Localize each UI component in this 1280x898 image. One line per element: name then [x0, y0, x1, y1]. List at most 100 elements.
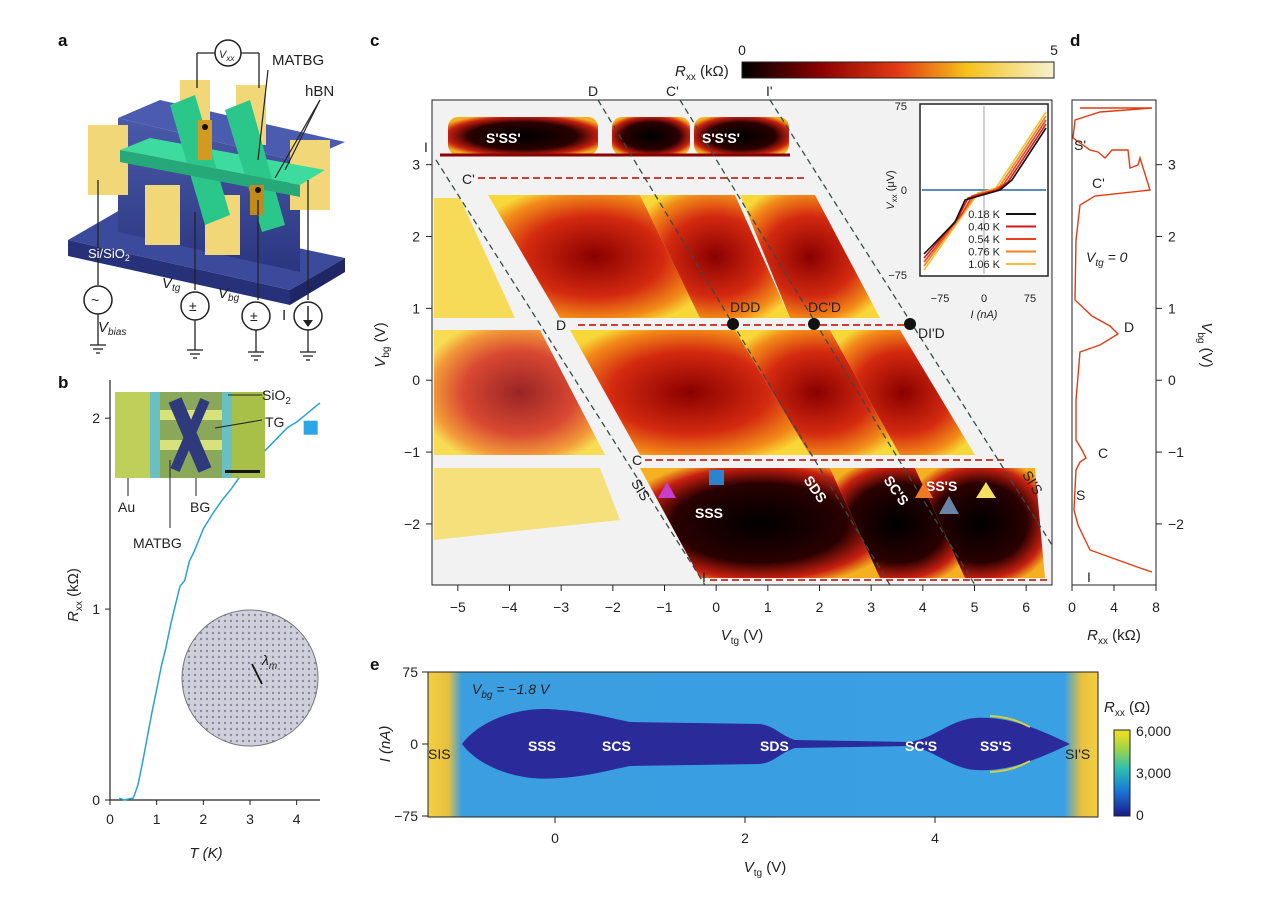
- inset-legend-label: 1.06 K: [968, 259, 1000, 271]
- vbg-source-icon: ±: [250, 308, 258, 324]
- au-label: Au: [118, 499, 135, 515]
- d-ytick-label: 0: [1168, 372, 1176, 388]
- line-label-d-left: D: [556, 317, 566, 333]
- panel-b-plot: 0 1 2 3 4 0 1 2 SiO2 TG Au BG MATBG: [65, 380, 321, 862]
- c-xtick-label: 6: [1022, 599, 1030, 615]
- vtg-label: Vtg: [162, 275, 181, 294]
- line-label-c-prime-left: C': [462, 171, 475, 187]
- d-label-c: C: [1098, 445, 1108, 461]
- c-xtick-label: −4: [502, 599, 518, 615]
- c-xtick-label: 2: [816, 599, 824, 615]
- c-xtick-label: 5: [971, 599, 979, 615]
- d-ytick-label: −1: [1168, 444, 1184, 460]
- inset-ytick-0: 0: [901, 185, 907, 197]
- gray-triangle-marker: [939, 496, 959, 514]
- dot-label-ddd: DDD: [730, 299, 760, 315]
- region-ss-prime-s: SS'S: [926, 478, 957, 494]
- d-xtick-label: 4: [1110, 599, 1118, 615]
- c-ytick-label: 0: [412, 372, 420, 388]
- b-xtick-label: 1: [153, 811, 161, 827]
- panel-e-label: e: [370, 655, 379, 674]
- e-superconducting-region: [462, 709, 1070, 779]
- ddd-dot: [727, 318, 739, 330]
- c-ytick-label: −2: [404, 516, 420, 532]
- ac-source-icon: ~: [91, 292, 99, 308]
- yellow-triangle-marker: [976, 482, 996, 498]
- line-label-i-prime: I': [766, 83, 773, 99]
- c-xtick-label: 0: [712, 599, 720, 615]
- d-resistance-line: [1072, 107, 1153, 573]
- c-xtick-label: 1: [764, 599, 772, 615]
- inset-xtick-0: 0: [981, 293, 987, 305]
- resistance-vs-temperature-line: [119, 402, 321, 801]
- c-markers: [658, 318, 996, 514]
- c-xtick-label: 4: [919, 599, 927, 615]
- c-xtick-label: −5: [450, 599, 466, 615]
- panel-d-plot: S' C' D C S I Vtg = 0: [1071, 99, 1157, 586]
- c-ylabel: Vbg (V): [372, 322, 392, 367]
- c-colorbar-max: 5: [1050, 42, 1058, 58]
- c-xtick-label: −2: [605, 599, 621, 615]
- blue-square-marker-c: [709, 470, 724, 485]
- c-ytick-label: 3: [412, 157, 420, 173]
- inset-xlabel: I (nA): [971, 309, 998, 321]
- b-ytick-label: 2: [92, 410, 100, 426]
- d-ytick-label: 3: [1168, 157, 1176, 173]
- c-heatmap: [431, 99, 1053, 586]
- region-sss: SSS: [695, 505, 723, 521]
- e-xtick-label: 2: [741, 830, 749, 846]
- device-schematic: [68, 39, 345, 361]
- line-label-i-bottom: I: [702, 569, 706, 585]
- e-ytick-label: 0: [410, 736, 418, 752]
- panel-d-label: d: [1070, 31, 1080, 50]
- d-label-s: S: [1076, 487, 1085, 503]
- c-xlabel: Vtg (V): [721, 627, 764, 647]
- c-ytick-label: 2: [412, 229, 420, 245]
- d-label-d: D: [1124, 319, 1134, 335]
- e-ytick-label: 75: [402, 664, 418, 680]
- hbn-label: hBN: [305, 83, 334, 100]
- e-colorbar-label: Rxx (Ω): [1104, 699, 1150, 719]
- orange-triangle-marker: [915, 482, 933, 498]
- matbg-label: MATBG: [272, 52, 324, 69]
- c-colorbar: 0 5 Rxx (kΩ): [675, 42, 1058, 83]
- line-label-i: I: [424, 139, 428, 155]
- line-label-c-prime: C': [666, 83, 679, 99]
- d-ylabel: Vbg (V): [1195, 322, 1215, 367]
- b-ytick-label: 1: [92, 601, 100, 617]
- matbg-inset-label: MATBG: [133, 535, 182, 551]
- region-s-prime-s-s-prime: S'SS': [486, 130, 521, 146]
- d-ytick-label: 2: [1168, 229, 1176, 245]
- e-region-si-prime-s: SI'S: [1065, 746, 1090, 762]
- e-region-sss: SSS: [528, 738, 556, 754]
- inset-xtick-neg75: −75: [931, 293, 950, 305]
- e-xlabel: Vtg (V): [744, 859, 787, 879]
- e-xtick-label: 4: [931, 830, 939, 846]
- vbias-label: Vbias: [98, 319, 126, 338]
- region-s-prime-s-prime-s-prime: S'S'S': [702, 130, 740, 146]
- c-xticks: −5 −4 −3 −2 −1 0 1 2 3 4 5 6: [450, 585, 1030, 615]
- d-label-c-prime: C': [1092, 175, 1105, 191]
- device-micrograph: [115, 392, 265, 528]
- e-cbar-tick-0: 0: [1136, 807, 1144, 823]
- c-xtick-label: 3: [867, 599, 875, 615]
- b-ytick-label: 0: [92, 792, 100, 808]
- inset-ytick-75: 75: [895, 101, 907, 113]
- e-region-ss-prime-s: SS'S: [980, 738, 1011, 754]
- e-region-scs: SCS: [602, 738, 631, 754]
- d-xtick-label: 8: [1152, 599, 1160, 615]
- inset-ylabel: Vxx (μV): [885, 170, 899, 209]
- b-xlabel: T (K): [189, 845, 222, 862]
- b-xtick-label: 3: [246, 811, 254, 827]
- blue-square-marker: [303, 420, 318, 435]
- e-ytick-label: −75: [394, 808, 418, 824]
- substrate-label: Si/SiO2: [88, 246, 130, 263]
- e-cbar-tick-6000: 6,000: [1136, 723, 1171, 739]
- panel-a-label: a: [58, 31, 68, 50]
- e-region-sis: SIS: [428, 746, 451, 762]
- e-xtick-label: 0: [551, 830, 559, 846]
- vtg-source-icon: ±: [189, 298, 197, 314]
- e-xticks: 0 2 4: [551, 817, 939, 846]
- d-xticks: 0 4 8: [1068, 585, 1160, 615]
